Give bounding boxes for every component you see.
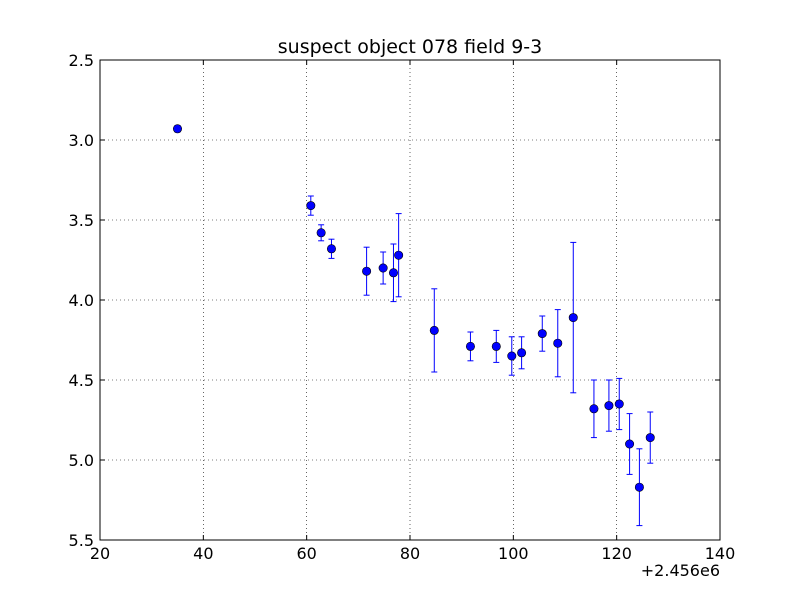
data-point <box>589 404 599 414</box>
y-tick-label: 2.5 <box>69 51 94 70</box>
y-tick-label: 4.5 <box>69 371 94 390</box>
chart-title: suspect object 078 field 9-3 <box>278 36 543 58</box>
y-tick-label: 5.0 <box>69 451 94 470</box>
data-point <box>491 341 501 351</box>
x-offset-label: +2.456e6 <box>641 561 720 580</box>
y-tick-label: 3.0 <box>69 131 94 150</box>
data-point <box>362 266 372 276</box>
y-tick-label: 3.5 <box>69 211 94 230</box>
tick-label-layer: 20 40 60 80 100 120 140 2.5 3.0 3.5 4.0 4.5 5.0 5.5 <box>69 51 736 563</box>
x-tick-label: 20 <box>90 544 110 563</box>
data-point <box>378 263 388 273</box>
data-point <box>568 313 578 323</box>
x-tick-label: 140 <box>705 544 736 563</box>
data-point <box>625 439 635 449</box>
data-point <box>326 244 336 254</box>
data-point <box>517 348 527 358</box>
data-point <box>429 325 439 335</box>
y-tick-label: 5.5 <box>69 531 94 550</box>
data-point <box>173 124 183 134</box>
data-point <box>604 401 614 411</box>
data-point <box>537 329 547 339</box>
x-tick-label: 60 <box>296 544 316 563</box>
x-tick-label: 120 <box>601 544 632 563</box>
data-point <box>394 250 404 260</box>
data-point <box>306 201 316 211</box>
x-tick-label: 100 <box>498 544 529 563</box>
x-tick-label: 40 <box>193 544 213 563</box>
x-tick-label: 80 <box>400 544 420 563</box>
data-point <box>316 228 326 238</box>
marker-layer <box>173 124 655 492</box>
data-point <box>634 482 644 492</box>
tick-layer <box>99 59 721 541</box>
grid-layer <box>100 60 720 540</box>
data-point <box>465 341 475 351</box>
y-tick-label: 4.0 <box>69 291 94 310</box>
data-point <box>614 399 624 409</box>
data-point <box>553 338 563 348</box>
data-point <box>388 268 398 278</box>
data-point <box>645 433 655 443</box>
data-point <box>507 351 517 361</box>
